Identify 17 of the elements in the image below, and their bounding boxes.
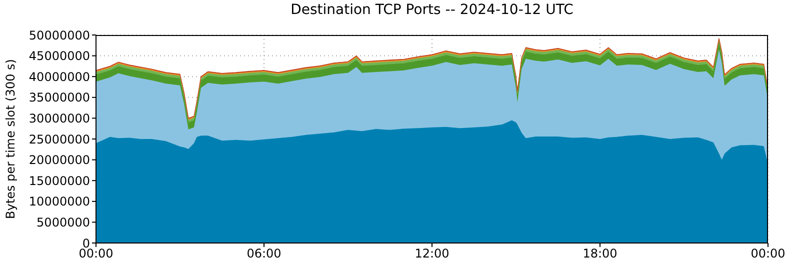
x-tick-label: 00:00 [750,246,786,261]
chart-title: Destination TCP Ports -- 2024-10-12 UTC [290,2,574,18]
y-tick-label: 45000000 [28,49,90,64]
y-axis-title: Bytes per time slot (300 s) [3,59,18,219]
y-tick-label: 25000000 [28,132,90,146]
x-tick-label: 00:00 [78,246,114,261]
y-tick-label: 50000000 [28,28,90,42]
y-tick-label: 40000000 [28,70,90,84]
y-tick-label: 5000000 [36,215,90,230]
x-tick-label: 18:00 [582,246,618,261]
x-tick-label: 12:00 [414,246,450,261]
y-tick-label: 10000000 [28,194,90,209]
y-tick-label: 15000000 [28,174,90,188]
y-tick-label: 30000000 [28,111,90,126]
y-tick-label: 20000000 [28,153,90,168]
y-tick-label: 35000000 [28,90,90,105]
x-tick-label: 06:00 [246,246,282,261]
